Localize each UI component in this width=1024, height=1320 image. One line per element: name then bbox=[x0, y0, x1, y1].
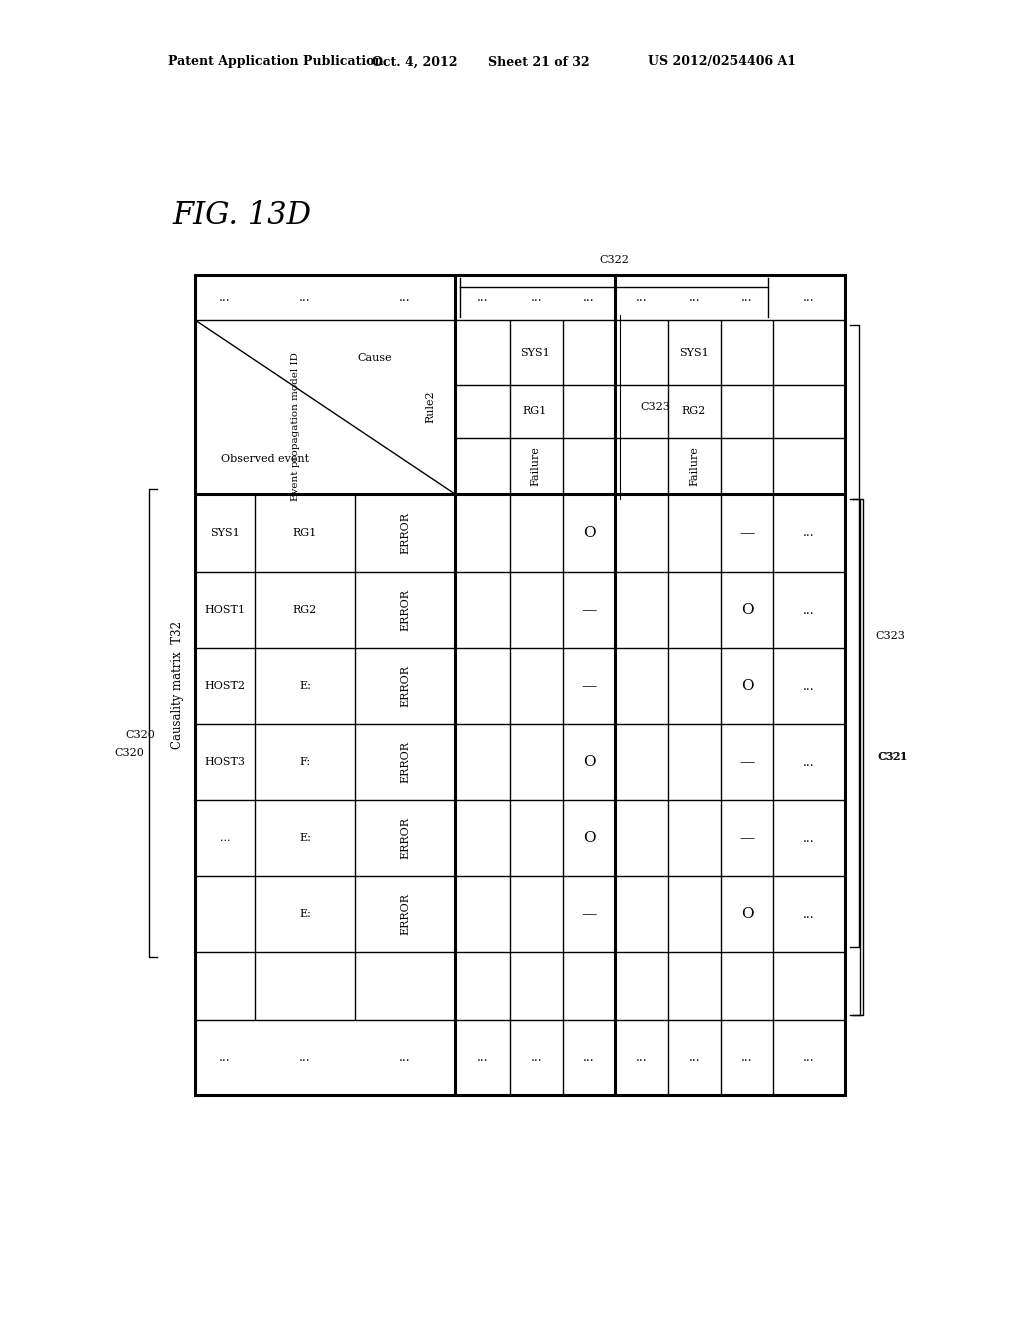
Text: US 2012/0254406 A1: US 2012/0254406 A1 bbox=[648, 55, 796, 69]
Text: ERROR: ERROR bbox=[400, 894, 410, 935]
Text: C321: C321 bbox=[877, 752, 907, 762]
Text: —: — bbox=[739, 755, 755, 770]
Text: ...: ... bbox=[741, 1051, 753, 1064]
Text: Sheet 21 of 32: Sheet 21 of 32 bbox=[488, 55, 590, 69]
Bar bbox=[195, 275, 845, 1096]
Text: ...: ... bbox=[803, 755, 815, 768]
Text: Cause: Cause bbox=[357, 352, 392, 363]
Text: ERROR: ERROR bbox=[400, 817, 410, 859]
Text: ...: ... bbox=[219, 290, 230, 304]
Text: HOST3: HOST3 bbox=[205, 756, 246, 767]
Text: ...: ... bbox=[803, 908, 815, 920]
Text: ...: ... bbox=[584, 1051, 595, 1064]
Text: ...: ... bbox=[530, 290, 543, 304]
Text: ...: ... bbox=[803, 1051, 815, 1064]
Text: C323: C323 bbox=[874, 631, 905, 642]
Text: Patent Application Publication: Patent Application Publication bbox=[168, 55, 384, 69]
Text: ERROR: ERROR bbox=[400, 665, 410, 708]
Text: Failure: Failure bbox=[689, 446, 699, 486]
Text: ...: ... bbox=[477, 290, 488, 304]
Text: ...: ... bbox=[299, 1051, 311, 1064]
Text: ...: ... bbox=[399, 1051, 411, 1064]
Text: ...: ... bbox=[219, 1051, 230, 1064]
Text: Oct. 4, 2012: Oct. 4, 2012 bbox=[372, 55, 458, 69]
Text: ...: ... bbox=[584, 290, 595, 304]
Text: ...: ... bbox=[803, 832, 815, 845]
Text: ...: ... bbox=[689, 290, 700, 304]
Text: ...: ... bbox=[741, 290, 753, 304]
Text: Failure: Failure bbox=[530, 446, 540, 486]
Text: ERROR: ERROR bbox=[400, 741, 410, 783]
Text: ...: ... bbox=[803, 527, 815, 540]
Text: RG2: RG2 bbox=[293, 605, 317, 615]
Text: ERROR: ERROR bbox=[400, 512, 410, 554]
Text: E:: E: bbox=[299, 681, 311, 690]
Text: Causality matrix  T32: Causality matrix T32 bbox=[171, 620, 183, 748]
Text: O: O bbox=[740, 907, 754, 921]
Text: C320: C320 bbox=[114, 748, 144, 758]
Text: C320: C320 bbox=[125, 730, 155, 741]
Text: O: O bbox=[583, 755, 595, 770]
Text: ...: ... bbox=[803, 603, 815, 616]
Text: ...: ... bbox=[399, 290, 411, 304]
Text: E:: E: bbox=[299, 833, 311, 843]
Text: —: — bbox=[582, 603, 597, 616]
Text: RG2: RG2 bbox=[682, 407, 707, 417]
Text: —: — bbox=[582, 678, 597, 693]
Text: SYS1: SYS1 bbox=[520, 347, 550, 358]
Text: HOST2: HOST2 bbox=[205, 681, 246, 690]
Text: F:: F: bbox=[299, 756, 310, 767]
Text: ...: ... bbox=[803, 680, 815, 693]
Text: C321: C321 bbox=[878, 752, 908, 762]
Text: ...: ... bbox=[530, 1051, 543, 1064]
Text: FIG. 13D: FIG. 13D bbox=[172, 199, 311, 231]
Text: RG1: RG1 bbox=[293, 528, 317, 539]
Text: HOST1: HOST1 bbox=[205, 605, 246, 615]
Text: O: O bbox=[583, 832, 595, 845]
Text: SYS1: SYS1 bbox=[210, 528, 240, 539]
Text: O: O bbox=[740, 678, 754, 693]
Text: ...: ... bbox=[220, 833, 230, 843]
Text: —: — bbox=[739, 832, 755, 845]
Text: C322: C322 bbox=[599, 255, 629, 265]
Text: ...: ... bbox=[636, 1051, 647, 1064]
Text: ...: ... bbox=[803, 290, 815, 304]
Text: SYS1: SYS1 bbox=[679, 347, 709, 358]
Text: E:: E: bbox=[299, 909, 311, 919]
Text: O: O bbox=[583, 525, 595, 540]
Text: ERROR: ERROR bbox=[400, 589, 410, 631]
Text: ...: ... bbox=[477, 1051, 488, 1064]
Text: —: — bbox=[739, 525, 755, 540]
Text: O: O bbox=[740, 603, 754, 616]
Text: RG1: RG1 bbox=[523, 407, 547, 417]
Text: Event propagation model ID: Event propagation model ID bbox=[291, 352, 299, 502]
Text: ...: ... bbox=[299, 290, 311, 304]
Text: —: — bbox=[582, 907, 597, 921]
Text: Rule2: Rule2 bbox=[425, 391, 435, 424]
Text: C323: C323 bbox=[640, 403, 670, 412]
Text: Observed event: Observed event bbox=[221, 454, 309, 465]
Text: ...: ... bbox=[689, 1051, 700, 1064]
Text: ...: ... bbox=[636, 290, 647, 304]
